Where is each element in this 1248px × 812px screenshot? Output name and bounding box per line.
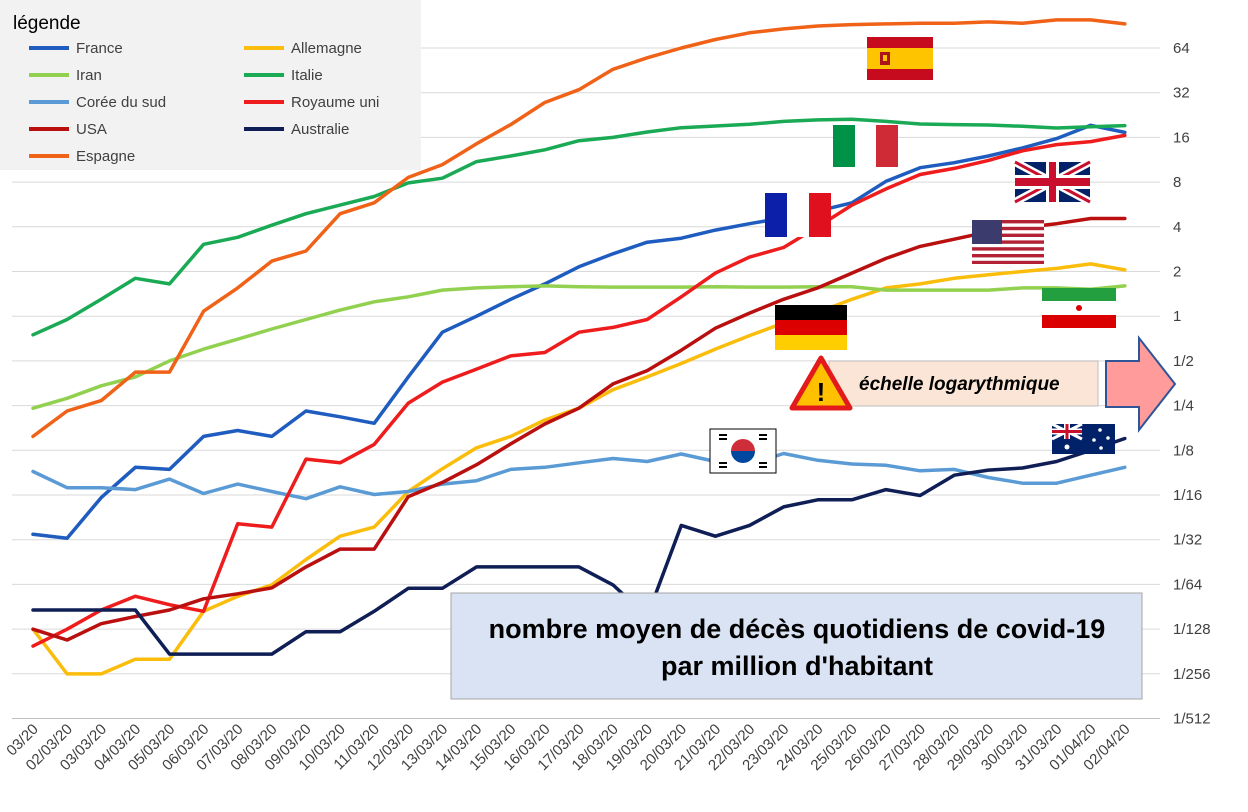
legend-label: Australie	[291, 121, 349, 138]
y-tick-label: 16	[1173, 129, 1190, 146]
uk-flag-icon	[1013, 158, 1092, 206]
right-arrow-icon	[1105, 335, 1177, 433]
france-flag-icon	[765, 193, 831, 237]
legend-item-usa: USA	[29, 121, 107, 138]
usa-flag-icon	[972, 220, 1044, 264]
legend-label: Corée du sud	[76, 94, 166, 111]
legend-label: France	[76, 40, 123, 57]
legend-item-italie: Italie	[244, 67, 323, 84]
log-scale-note-box	[828, 360, 1099, 407]
legend-item-australie: Australie	[244, 121, 349, 138]
legend-label: Allemagne	[291, 40, 362, 57]
iran-flag-icon	[1042, 288, 1116, 328]
chart-title-line-1: nombre moyen de décès quotidiens de covi…	[489, 614, 1106, 644]
y-tick-label: 1	[1173, 308, 1181, 325]
y-tick-label: 4	[1173, 219, 1181, 236]
log-scale-note: ! échelle logarythmique	[789, 335, 1177, 433]
germany-flag-icon	[775, 305, 847, 350]
y-tick-label: 1/128	[1173, 621, 1211, 638]
legend-label: Iran	[76, 67, 102, 84]
chart-title-box: nombre moyen de décès quotidiens de covi…	[450, 592, 1143, 700]
y-tick-label: 1/32	[1173, 532, 1202, 549]
flags	[709, 37, 1116, 474]
series-line-royaume-uni	[31, 133, 1127, 648]
series-line-iran	[31, 284, 1127, 410]
y-tick-label: 1/256	[1173, 666, 1211, 683]
series-line-france	[31, 123, 1127, 540]
legend-background	[0, 0, 421, 170]
australia-flag-icon	[1051, 422, 1115, 454]
legend-label: Italie	[291, 67, 323, 84]
legend-item-france: France	[29, 40, 123, 57]
legend: légende France Allemagne Iran Italie Corée d…	[0, 0, 421, 170]
series-line-australie	[31, 436, 1127, 656]
italy-flag-icon	[833, 125, 898, 167]
legend-item-allemagne: Allemagne	[244, 40, 362, 57]
y-tick-label: 1/16	[1173, 487, 1202, 504]
y-tick-label: 1/8	[1173, 442, 1194, 459]
y-tick-label: 64	[1173, 40, 1190, 57]
legend-items: France Allemagne Iran Italie Corée du sud Roy…	[29, 40, 379, 165]
y-tick-label: 8	[1173, 174, 1181, 191]
series-line-italie	[31, 117, 1127, 337]
legend-label: Espagne	[76, 148, 135, 165]
y-tick-label: 1/4	[1173, 398, 1194, 415]
legend-item-cor-e-du-sud: Corée du sud	[29, 94, 166, 111]
y-tick-label: 1/64	[1173, 576, 1202, 593]
chart-title-line-2: par million d'habitant	[661, 651, 933, 681]
y-tick-label: 2	[1173, 264, 1181, 281]
legend-title: légende	[13, 13, 81, 34]
legend-item-royaume-uni: Royaume uni	[244, 94, 379, 111]
spain-flag-icon	[867, 37, 933, 80]
legend-item-espagne: Espagne	[29, 148, 135, 165]
series-line-cor-e-du-sud	[31, 451, 1127, 501]
log-scale-note-text: échelle logarythmique	[859, 374, 1060, 395]
y-tick-label: 1/2	[1173, 353, 1194, 370]
legend-item-iran: Iran	[29, 67, 102, 84]
south-korea-flag-icon	[709, 428, 777, 474]
y-axis-ticks: 64 32 16 8 4 2 1 1/2 1/4 1/8 1/16 1/32 1/64 1/128 1/25…	[1173, 40, 1211, 728]
warning-icon	[789, 355, 853, 411]
y-tick-label: 1/512	[1173, 711, 1211, 728]
legend-label: Royaume uni	[291, 94, 379, 111]
legend-label: USA	[76, 121, 107, 138]
series-line-espagne	[31, 18, 1127, 439]
warning-exclamation: !	[817, 377, 826, 407]
series-lines	[31, 18, 1127, 676]
y-tick-label: 32	[1173, 85, 1190, 102]
x-axis-ticks: 03/2002/03/2003/03/2004/03/2005/03/2006/…	[3, 721, 1133, 774]
series-line-usa	[31, 216, 1127, 642]
